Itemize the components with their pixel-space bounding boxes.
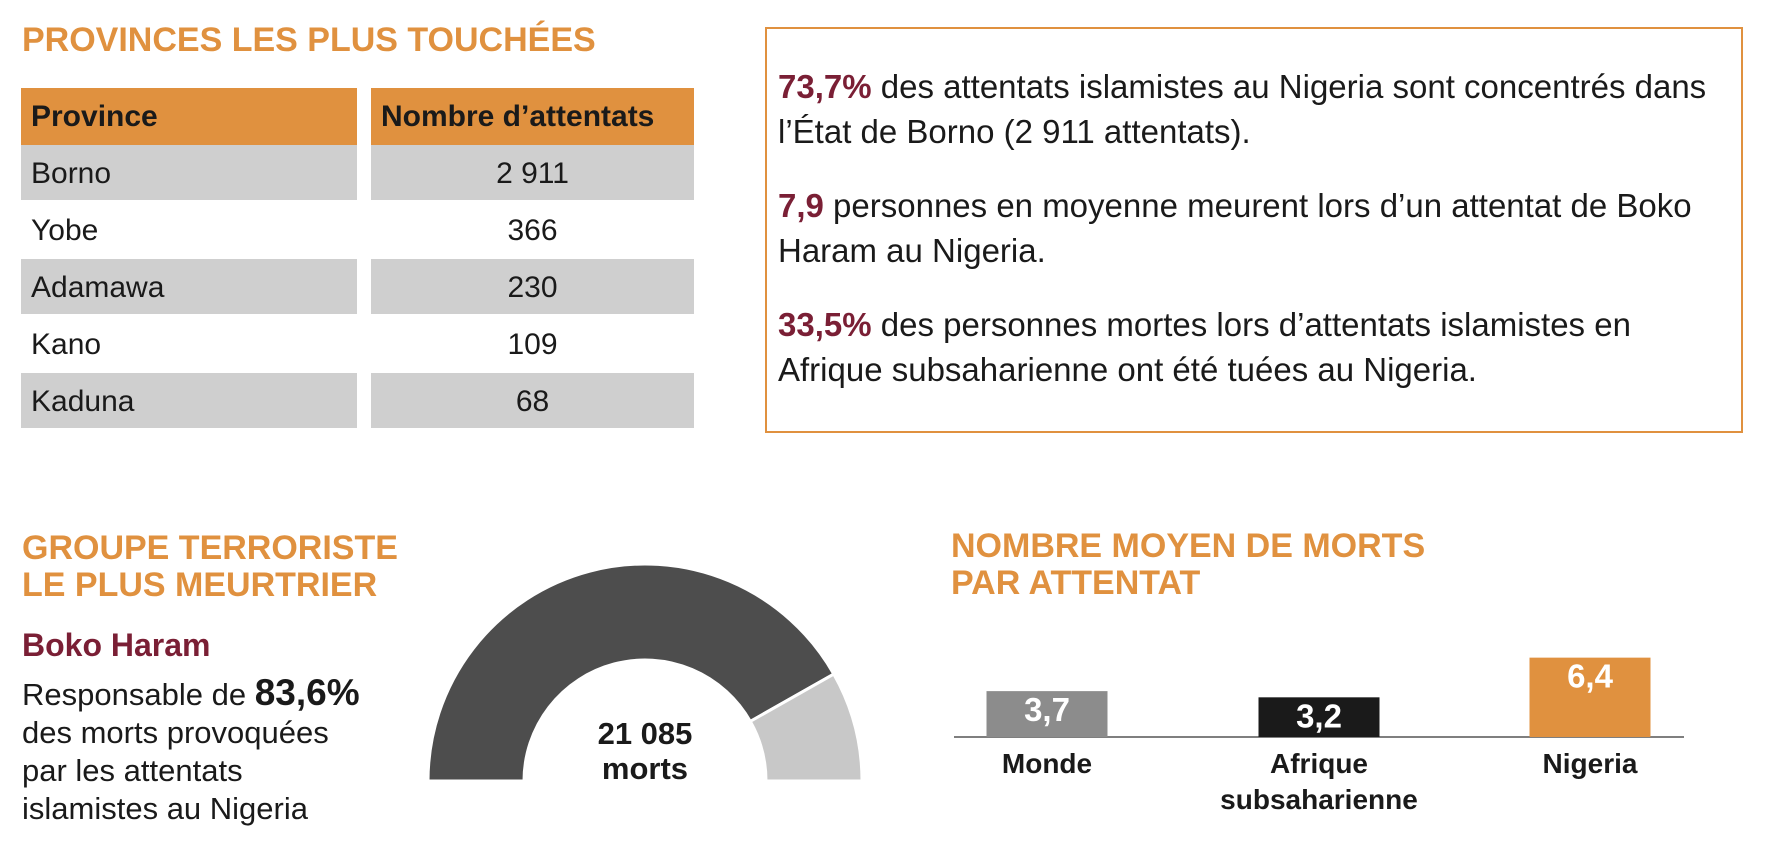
fact-highlight: 7,9 xyxy=(778,187,824,224)
title-line: GROUPE TERRORISTE xyxy=(22,529,398,567)
facts-box xyxy=(765,27,1743,433)
table-cell: 230 xyxy=(371,259,694,314)
highlight: 83,6% xyxy=(254,672,360,713)
category-label: Afrique subsaharienne xyxy=(1220,748,1418,815)
text-line: par les attentats xyxy=(22,753,243,788)
table-cell: Kaduna xyxy=(21,373,357,428)
table-cell: Borno xyxy=(21,145,357,200)
group-description: Responsable de 83,6% des morts provoquée… xyxy=(22,674,360,828)
title-line: PAR ATTENTAT xyxy=(951,564,1201,602)
bar xyxy=(986,691,1108,737)
text-line: islamistes au Nigeria xyxy=(22,791,308,826)
text: Responsable de xyxy=(22,677,247,712)
fact-highlight: 33,5% xyxy=(778,306,872,343)
section-title: PROVINCES LES PLUS TOUCHÉES xyxy=(22,21,596,59)
category-label: Nigeria xyxy=(1542,748,1638,779)
fact-text: personnes en moyenne meurent lors d’un a… xyxy=(778,187,1692,269)
text-line: Responsable de 83,6% xyxy=(22,674,360,714)
gauge-label: 21 085 xyxy=(598,716,693,751)
section-title: GROUPE TERRORISTE LE PLUS MEURTRIER xyxy=(22,530,398,604)
bar-value-label: 3,2 xyxy=(1296,697,1342,734)
gauge-label: morts xyxy=(602,751,688,786)
group-name: Boko Haram xyxy=(22,627,211,663)
chart-title: NOMBRE MOYEN DE MORTS PAR ATTENTAT xyxy=(951,528,1425,602)
gauge-segment xyxy=(748,672,864,783)
table-cell: Kano xyxy=(21,316,357,371)
table-cell: 109 xyxy=(371,316,694,371)
bar xyxy=(1529,657,1651,737)
header-cell: Province xyxy=(21,88,357,145)
text-line: des morts provoquées xyxy=(22,715,329,750)
bar-value-label: 6,4 xyxy=(1567,658,1614,695)
fact-text: des attentats islamistes au Nigeria sont… xyxy=(778,68,1707,150)
fact: 73,7% des attentats islamistes au Nigeri… xyxy=(778,64,1738,154)
title-line: NOMBRE MOYEN DE MORTS xyxy=(951,527,1426,565)
table-cell: Adamawa xyxy=(21,259,357,314)
fact: 33,5% des personnes mortes lors d’attent… xyxy=(778,302,1738,392)
table-cell: 366 xyxy=(371,202,694,257)
fact-text: des personnes mortes lors d’attentats is… xyxy=(778,306,1631,388)
bar xyxy=(1258,697,1380,737)
table-cell: 2 911 xyxy=(371,145,694,200)
title-line: LE PLUS MEURTRIER xyxy=(22,566,378,604)
bar-value-label: 3,7 xyxy=(1024,691,1070,728)
category-label: Monde xyxy=(1001,748,1093,779)
gauge-segment xyxy=(426,562,836,783)
fact-highlight: 73,7% xyxy=(778,68,872,105)
header-cell: Nombre d’attentats xyxy=(371,88,694,145)
fact: 7,9 personnes en moyenne meurent lors d’… xyxy=(778,183,1738,273)
table-cell: 68 xyxy=(371,373,694,428)
table-cell: Yobe xyxy=(21,202,357,257)
